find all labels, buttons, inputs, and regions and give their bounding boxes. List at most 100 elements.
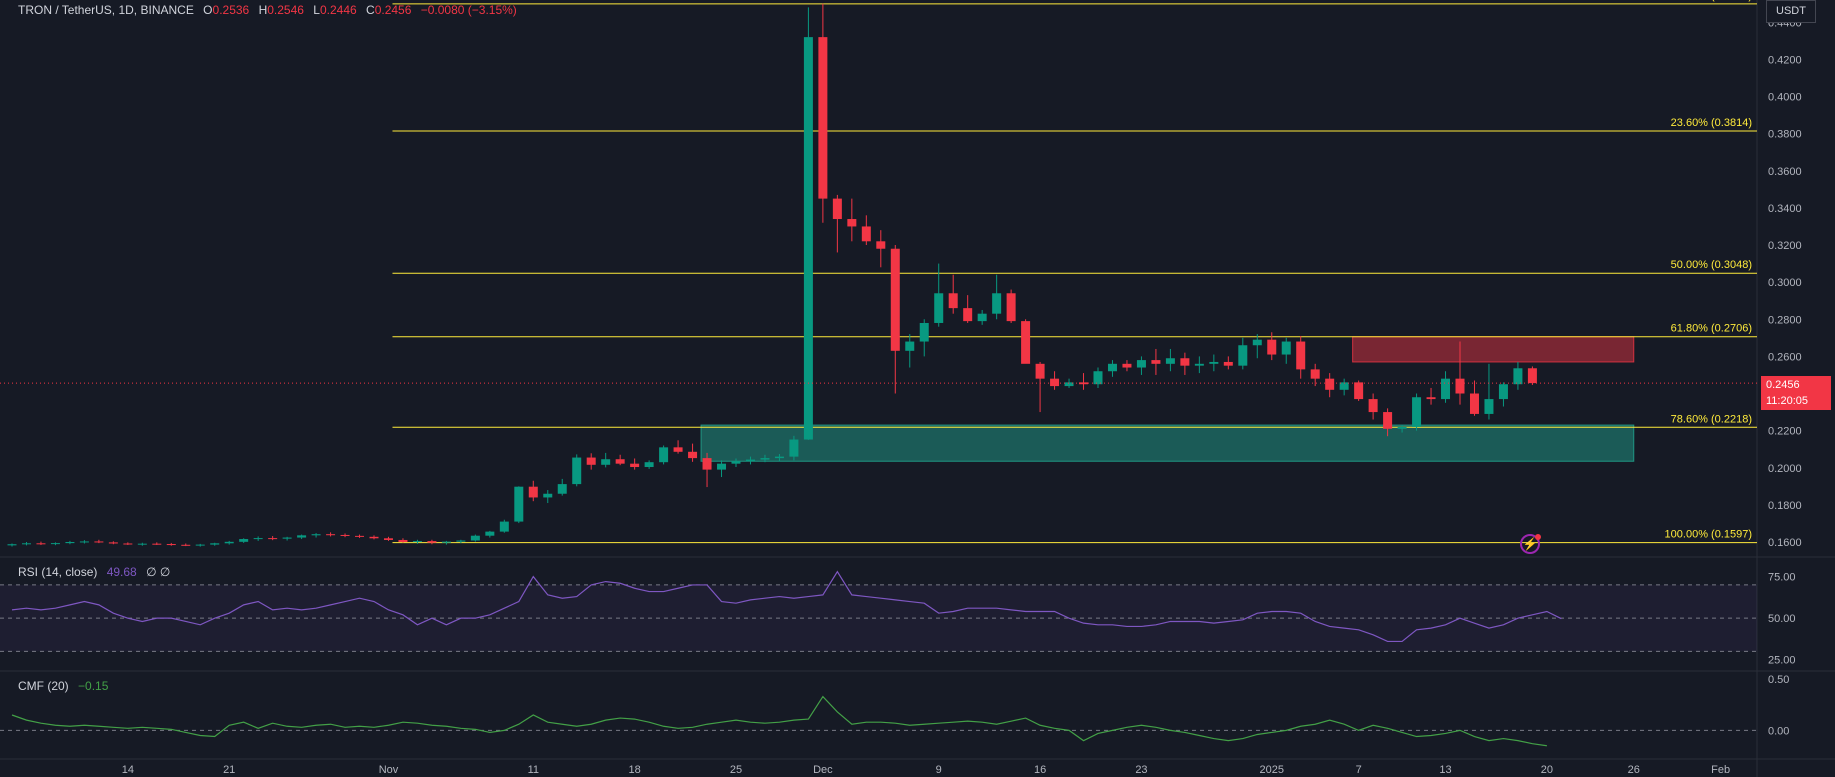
candle (876, 230, 886, 268)
candle (803, 7, 813, 440)
candle-body (1354, 382, 1364, 400)
candle (934, 263, 944, 327)
candle-body (1383, 412, 1393, 429)
candle-body (760, 458, 770, 460)
candle-body (412, 541, 422, 543)
candle-body (1006, 293, 1016, 322)
candle-body (601, 459, 611, 465)
candle (427, 539, 437, 545)
candle-body (441, 541, 451, 543)
candle (630, 458, 640, 470)
price-tick-label: 0.3000 (1768, 277, 1802, 289)
time-tick-label: 21 (223, 764, 235, 776)
price-tick-label: 0.2600 (1768, 351, 1802, 363)
candle (1339, 378, 1349, 396)
candle (818, 3, 828, 223)
candle (340, 533, 350, 538)
candle-body (572, 457, 582, 485)
candle (1527, 366, 1537, 385)
bar-countdown: 11:20:05 (1766, 395, 1809, 407)
time-tick-label: 20 (1541, 764, 1553, 776)
fib-level-label: 78.60% (0.2218) (1671, 413, 1752, 425)
candle-body (1180, 358, 1190, 366)
candle (253, 536, 263, 541)
price-tick-label: 0.4200 (1768, 54, 1802, 66)
candle-body (948, 293, 958, 309)
candle-body (1238, 345, 1248, 366)
time-tick-label: 16 (1034, 764, 1046, 776)
candle-body (79, 541, 89, 543)
candle-body (557, 484, 567, 494)
candle-body (934, 293, 944, 323)
candle (1296, 335, 1306, 379)
candle (383, 536, 393, 541)
candle (1151, 348, 1161, 375)
candle-body (195, 544, 205, 546)
candle (1368, 393, 1378, 420)
candle (1325, 373, 1335, 398)
price-tick-label: 0.1800 (1768, 500, 1802, 512)
candle (1469, 380, 1479, 416)
candle (7, 543, 17, 547)
candle-body (1498, 384, 1508, 400)
candle (1006, 289, 1016, 323)
candle (832, 194, 842, 253)
candle-body (224, 541, 234, 544)
candle (1021, 319, 1031, 364)
candle-body (398, 539, 408, 543)
candle-body (326, 534, 336, 536)
candle-body (818, 37, 828, 199)
candle (615, 454, 625, 466)
close-value: 0.2456 (374, 3, 412, 17)
candle (1064, 378, 1074, 388)
candle-body (1397, 426, 1407, 429)
candle (1238, 337, 1248, 370)
candle-body (268, 538, 278, 540)
candle (326, 532, 336, 537)
candle (1107, 360, 1117, 377)
currency-button[interactable]: USDT (1766, 0, 1816, 23)
candle (65, 540, 75, 545)
candle-body (861, 226, 871, 242)
candle (369, 535, 379, 540)
candle-body (355, 535, 365, 537)
lightning-icon[interactable]: ⚡ (1520, 534, 1541, 554)
candle (412, 539, 422, 544)
candle (919, 319, 929, 357)
candle (1498, 382, 1508, 407)
fib-level-label: 0.00% (0.4499) (1677, 0, 1752, 2)
candle-body (1412, 397, 1422, 427)
candle-body (383, 538, 393, 540)
candle-body (1035, 363, 1045, 379)
price-tick-label: 0.3400 (1768, 203, 1802, 215)
candle-body (1223, 361, 1233, 366)
time-tick-label: Feb (1711, 764, 1730, 776)
candle (977, 309, 987, 325)
candle-body (586, 457, 596, 465)
candle-body (297, 535, 307, 538)
candle-body (253, 538, 263, 540)
candle-body (514, 486, 524, 522)
low-value: 0.2446 (319, 3, 357, 17)
candle (224, 540, 234, 545)
candle-body (166, 544, 176, 546)
candle-body (1107, 363, 1117, 372)
candle-body (1281, 341, 1291, 355)
time-tick-label: 18 (629, 764, 641, 776)
candle (1441, 371, 1451, 403)
candle (239, 538, 249, 543)
candle-body (181, 544, 191, 546)
cmf-legend[interactable]: CMF (20) −0.15 (18, 679, 108, 693)
candle (1093, 367, 1103, 388)
time-tick-label: 9 (936, 764, 942, 776)
candle (1252, 334, 1262, 359)
candle-body (745, 459, 755, 462)
candle-body (108, 542, 118, 544)
symbol-title[interactable]: TRON / TetherUS, 1D, BINANCE (18, 3, 194, 17)
candle (355, 534, 365, 538)
rsi-legend[interactable]: RSI (14, close) 49.68 ∅ ∅ (18, 565, 170, 579)
candle-body (7, 544, 17, 546)
candle-body (427, 541, 437, 543)
candle (890, 245, 900, 394)
